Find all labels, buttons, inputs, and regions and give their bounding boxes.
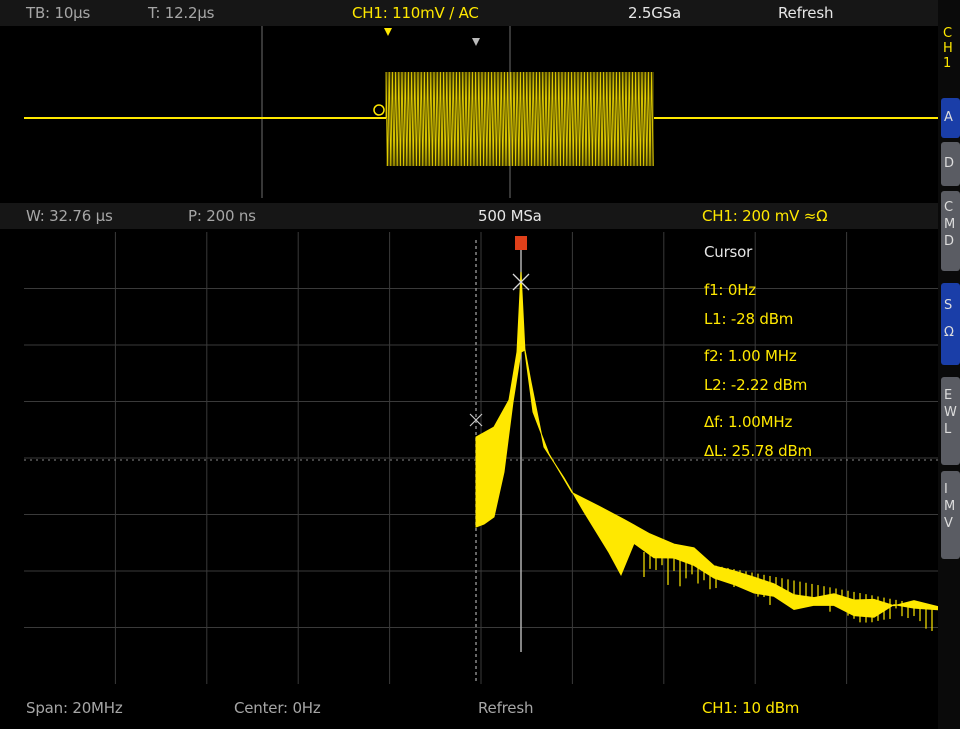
bottom-status-bar: Span: 20MHz Center: 0Hz Refresh CH1: 10 … (0, 694, 938, 729)
acquire-mode-label[interactable]: Refresh (778, 4, 834, 22)
top-status-bar: TB: 10µs T: 12.2µs CH1: 110mV / AC 2.5GS… (0, 0, 938, 26)
zoom-status-bar: W: 32.76 µs P: 200 ns 500 MSa CH1: 200 m… (0, 203, 938, 229)
time-domain-panel (24, 26, 938, 198)
cursor-f1: f1: 0Hz (704, 281, 756, 299)
trigger-time-label[interactable]: T: 12.2µs (148, 4, 215, 22)
sample-rate-label[interactable]: 2.5GSa (628, 4, 681, 22)
cursor-delta-f: Δf: 1.00MHz (704, 413, 793, 431)
side-menu-item-6[interactable]: I M V (941, 471, 960, 559)
side-menu-item-5[interactable]: E W L (941, 377, 960, 465)
top-marker (384, 28, 392, 36)
cursor-1-crosshair (469, 413, 483, 427)
time-domain-waveform (24, 26, 938, 198)
fft-mode-label[interactable]: Refresh (478, 699, 534, 717)
cursor-title: Cursor (704, 243, 753, 261)
spectrum-panel (24, 232, 938, 684)
cursor-l2: L2: -2.22 dBm (704, 376, 808, 394)
side-menu-item-2[interactable]: D (941, 142, 960, 186)
fft-sample-rate-label[interactable]: 500 MSa (478, 207, 542, 225)
side-menu-item-3[interactable]: C M D (941, 191, 960, 271)
position-label[interactable]: P: 200 ns (188, 207, 256, 225)
side-menu-item-1[interactable]: A (941, 98, 960, 138)
burst-trace (385, 71, 654, 167)
span-label[interactable]: Span: 20MHz (26, 699, 123, 717)
side-menu-item-4[interactable]: S Ω (941, 283, 960, 365)
channel-setting-label[interactable]: CH1: 110mV / AC (352, 4, 479, 22)
burst-fill (386, 72, 654, 166)
cursor-tag (515, 236, 527, 250)
cursor-l1: L1: -28 dBm (704, 310, 794, 328)
fft-scale-label[interactable]: CH1: 10 dBm (702, 699, 800, 717)
cursor-f2: f2: 1.00 MHz (704, 347, 797, 365)
spectrum-trace (475, 271, 938, 618)
center-label[interactable]: Center: 0Hz (234, 699, 321, 717)
window-label[interactable]: W: 32.76 µs (26, 207, 113, 225)
spectrum-waveform (24, 232, 938, 684)
cursor-2-crosshair (512, 273, 530, 291)
timebase-label[interactable]: TB: 10µs (26, 4, 91, 22)
cursor-delta-l: ΔL: 25.78 dBm (704, 442, 812, 460)
side-menu-header: C H 1 (943, 26, 953, 71)
trigger-marker (373, 104, 385, 116)
center-marker (472, 38, 480, 46)
fft-channel-label[interactable]: CH1: 200 mV ≈Ω (702, 207, 828, 225)
